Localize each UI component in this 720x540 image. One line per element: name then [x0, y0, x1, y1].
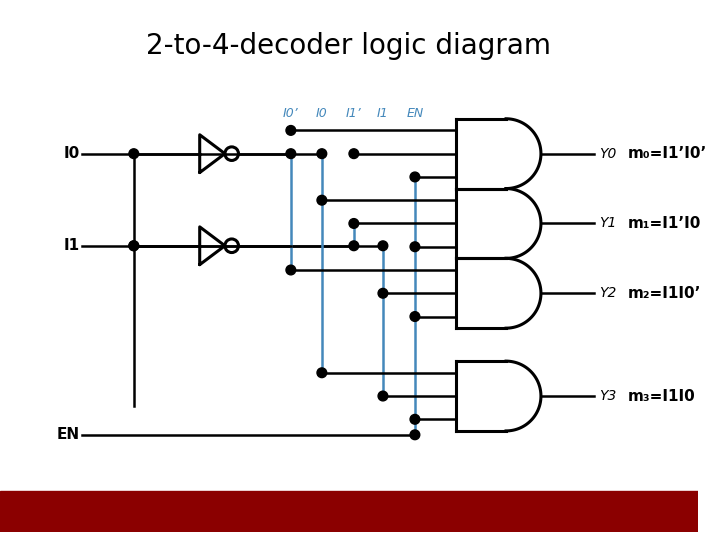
Circle shape — [410, 172, 420, 182]
Circle shape — [410, 430, 420, 440]
Circle shape — [378, 288, 388, 298]
Text: m₃=I1I0: m₃=I1I0 — [628, 388, 696, 403]
Text: m₂=I1I0’: m₂=I1I0’ — [628, 286, 701, 301]
Circle shape — [349, 241, 359, 251]
Circle shape — [317, 368, 327, 377]
Circle shape — [410, 312, 420, 321]
Circle shape — [349, 149, 359, 159]
Text: I1’: I1’ — [346, 107, 361, 120]
Text: I0: I0 — [316, 107, 328, 120]
Text: I0: I0 — [63, 146, 79, 161]
Circle shape — [129, 241, 139, 251]
Text: Y1: Y1 — [599, 217, 616, 231]
Text: Y0: Y0 — [599, 147, 616, 161]
Text: 2-to-4-decoder logic diagram: 2-to-4-decoder logic diagram — [146, 32, 552, 60]
Bar — [0, 491, 698, 532]
Text: I1: I1 — [377, 107, 389, 120]
Circle shape — [378, 241, 388, 251]
Circle shape — [410, 242, 420, 252]
Circle shape — [378, 391, 388, 401]
Circle shape — [286, 126, 296, 135]
Text: m₁=I1’I0: m₁=I1’I0 — [628, 216, 701, 231]
Circle shape — [410, 414, 420, 424]
Text: m₀=I1’I0’: m₀=I1’I0’ — [628, 146, 708, 161]
Circle shape — [286, 265, 296, 275]
Circle shape — [317, 149, 327, 159]
Text: Y2: Y2 — [599, 286, 616, 300]
Text: I0’: I0’ — [283, 107, 299, 120]
Circle shape — [349, 219, 359, 228]
Text: EN: EN — [406, 107, 423, 120]
Circle shape — [317, 195, 327, 205]
Text: EN: EN — [56, 427, 79, 442]
Text: Y3: Y3 — [599, 389, 616, 403]
Circle shape — [129, 241, 139, 251]
Circle shape — [286, 149, 296, 159]
Text: I1: I1 — [63, 238, 79, 253]
Circle shape — [129, 149, 139, 159]
